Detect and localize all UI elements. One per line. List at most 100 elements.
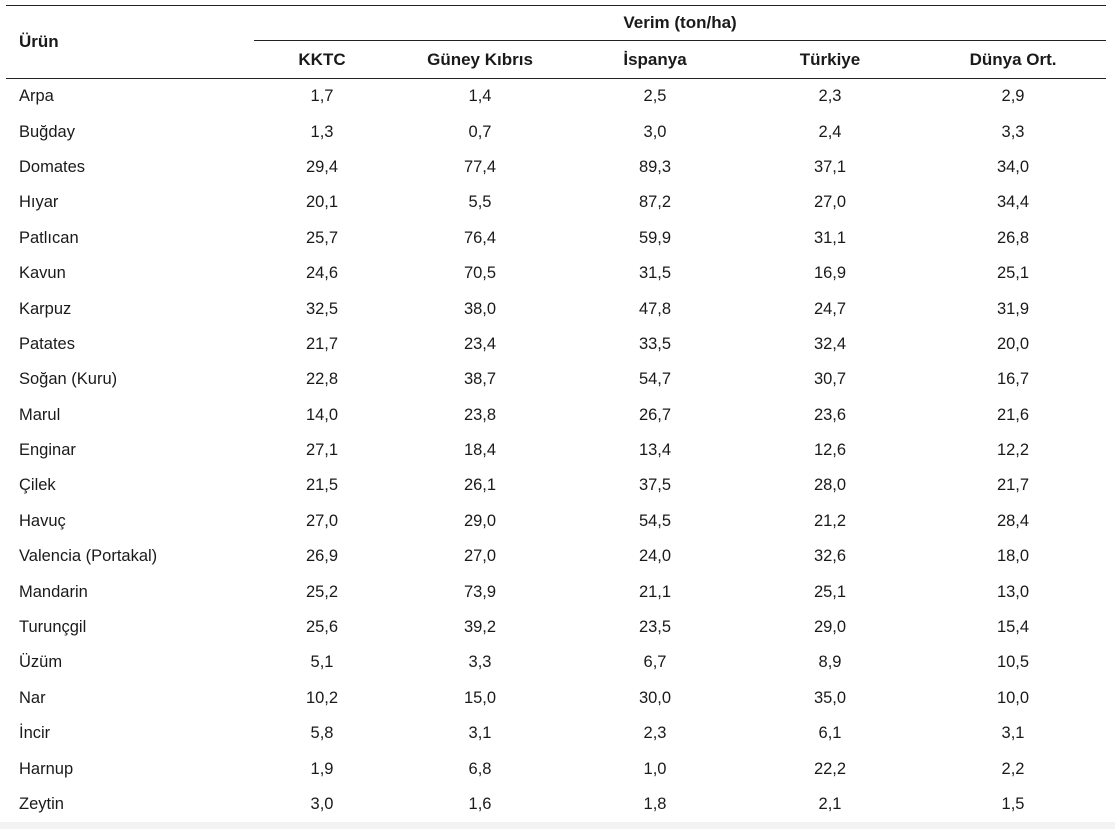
- yield-value-cell: 12,2: [996, 441, 1030, 460]
- yield-value-cell: 18,0: [996, 547, 1030, 566]
- yield-value-cell: 27,0: [463, 547, 497, 566]
- yield-value-cell: 23,4: [463, 334, 497, 353]
- yield-value-cell: 21,2: [813, 511, 847, 530]
- yield-value-cell: 23,8: [463, 405, 497, 424]
- yield-value-cell: 37,1: [813, 157, 847, 176]
- yield-value-cell: 26,9: [305, 547, 339, 566]
- yield-value-cell: 27,0: [305, 511, 339, 530]
- yield-value-cell: 6,7: [643, 653, 667, 672]
- table-row: Marul 14,0 23,8 26,7 23,6 21,6: [6, 398, 1106, 433]
- yield-value-cell: 3,1: [468, 724, 492, 743]
- column-header-guney-kibris: Güney Kıbrıs: [390, 40, 570, 79]
- product-column-header: Ürün: [6, 5, 254, 79]
- table-row: Zeytin 3,0 1,6 1,8 2,1 1,5: [6, 786, 1107, 824]
- yield-value-cell: 26,7: [638, 405, 672, 424]
- yield-table: Ürün Verim (ton/ha) KKTC Güney Kıbrıs İs…: [6, 5, 1107, 824]
- yield-value-cell: 39,2: [463, 618, 497, 637]
- yield-value-cell: 2,1: [740, 786, 920, 824]
- product-name-cell: Valencia (Portakal): [19, 547, 158, 566]
- yield-value-cell: 1,9: [310, 759, 334, 778]
- table-body: Arpa 1,7 1,4 2,5 2,3 2,9 Buğday 1,3 0,7 3,0 2,4 3,3…: [6, 79, 1107, 824]
- product-name-cell: Mandarin: [19, 582, 88, 601]
- yield-value-cell: 54,5: [638, 511, 672, 530]
- yield-value-cell: 2,2: [1001, 759, 1025, 778]
- product-name-cell: Harnup: [19, 759, 74, 778]
- product-name-cell: Buğday: [19, 122, 75, 141]
- table-row: Nar 10,2 15,0 30,0 35,0 10,0: [6, 681, 1106, 716]
- yield-value-cell: 16,9: [813, 264, 847, 283]
- yield-value-cell: 73,9: [463, 582, 497, 601]
- product-name-cell: Kavun: [19, 264, 66, 283]
- yield-value-cell: 47,8: [638, 299, 672, 318]
- product-name-cell: Marul: [19, 405, 61, 424]
- yield-value-cell: 10,2: [305, 688, 339, 707]
- product-name-cell: Hıyar: [19, 193, 59, 212]
- table-row: Patates 21,7 23,4 33,5 32,4 20,0: [6, 327, 1106, 362]
- yield-value-cell: 10,0: [996, 688, 1030, 707]
- yield-value-cell: 89,3: [638, 157, 672, 176]
- product-name-cell: Arpa: [19, 87, 54, 106]
- yield-value-cell: 2,4: [818, 122, 842, 141]
- table-row: Buğday 1,3 0,7 3,0 2,4 3,3: [6, 114, 1106, 149]
- yield-value-cell: 28,0: [813, 476, 847, 495]
- table-row: Arpa 1,7 1,4 2,5 2,3 2,9: [6, 79, 1106, 115]
- yield-value-cell: 21,6: [996, 405, 1030, 424]
- table-row: Soğan (Kuru) 22,8 38,7 54,7 30,7 16,7: [6, 362, 1106, 397]
- yield-value-cell: 20,1: [305, 193, 339, 212]
- yield-value-cell: 54,7: [638, 370, 672, 389]
- yield-value-cell: 1,6: [390, 786, 570, 824]
- yield-value-cell: 26,8: [996, 228, 1030, 247]
- yield-value-cell: 16,7: [996, 370, 1030, 389]
- product-name-cell: Nar: [19, 688, 46, 707]
- column-header-ispanya: İspanya: [570, 40, 740, 79]
- yield-value-cell: 87,2: [638, 193, 672, 212]
- yield-value-cell: 24,0: [638, 547, 672, 566]
- table-row: Turunçgil 25,6 39,2 23,5 29,0 15,4: [6, 610, 1106, 645]
- table-row: İncir 5,8 3,1 2,3 6,1 3,1: [6, 716, 1106, 751]
- yield-value-cell: 23,6: [813, 405, 847, 424]
- yield-value-cell: 1,0: [643, 759, 667, 778]
- yield-value-cell: 2,3: [643, 724, 667, 743]
- table-row: Harnup 1,9 6,8 1,0 22,2 2,2: [6, 751, 1106, 786]
- product-name-cell: Havuç: [19, 511, 66, 530]
- yield-value-cell: 31,9: [996, 299, 1030, 318]
- yield-value-cell: 35,0: [813, 688, 847, 707]
- yield-value-cell: 12,6: [813, 441, 847, 460]
- table-row: Havuç 27,0 29,0 54,5 21,2 28,4: [6, 504, 1106, 539]
- product-name-cell: Üzüm: [19, 653, 63, 672]
- yield-value-cell: 70,5: [463, 264, 497, 283]
- yield-value-cell: 2,3: [818, 87, 842, 106]
- yield-value-cell: 24,6: [305, 264, 339, 283]
- table-row: Kavun 24,6 70,5 31,5 16,9 25,1: [6, 256, 1106, 291]
- product-name-cell: İncir: [19, 724, 51, 743]
- yield-value-cell: 29,4: [305, 157, 339, 176]
- yield-value-cell: 29,0: [813, 618, 847, 637]
- yield-value-cell: 5,1: [310, 653, 334, 672]
- yield-value-cell: 15,0: [463, 688, 497, 707]
- product-name-cell: Enginar: [19, 441, 76, 460]
- yield-value-cell: 32,5: [305, 299, 339, 318]
- yield-value-cell: 21,7: [996, 476, 1030, 495]
- yield-value-cell: 30,0: [638, 688, 672, 707]
- yield-value-cell: 34,4: [996, 193, 1030, 212]
- yield-value-cell: 6,1: [818, 724, 842, 743]
- table-row: Enginar 27,1 18,4 13,4 12,6 12,2: [6, 433, 1106, 468]
- table-row: Valencia (Portakal) 26,9 27,0 24,0 32,6 18,0: [6, 539, 1106, 574]
- yield-value-cell: 25,1: [813, 582, 847, 601]
- yield-value-cell: 1,3: [310, 122, 334, 141]
- yield-value-cell: 1,7: [310, 87, 334, 106]
- yield-value-cell: 25,7: [305, 228, 339, 247]
- yield-value-cell: 5,5: [468, 193, 492, 212]
- product-name-cell: Domates: [19, 157, 86, 176]
- yield-value-cell: 22,8: [305, 370, 339, 389]
- product-name-cell: Çilek: [19, 476, 56, 495]
- yield-value-cell: 3,3: [468, 653, 492, 672]
- yield-value-cell: 27,0: [813, 193, 847, 212]
- yield-value-cell: 30,7: [813, 370, 847, 389]
- yield-value-cell: 21,5: [305, 476, 339, 495]
- yield-value-cell: 31,5: [638, 264, 672, 283]
- product-name-cell: Patlıcan: [19, 228, 79, 247]
- column-header-dunya-ort: Dünya Ort.: [920, 40, 1107, 79]
- yield-value-cell: 10,5: [996, 653, 1030, 672]
- yield-value-cell: 25,2: [305, 582, 339, 601]
